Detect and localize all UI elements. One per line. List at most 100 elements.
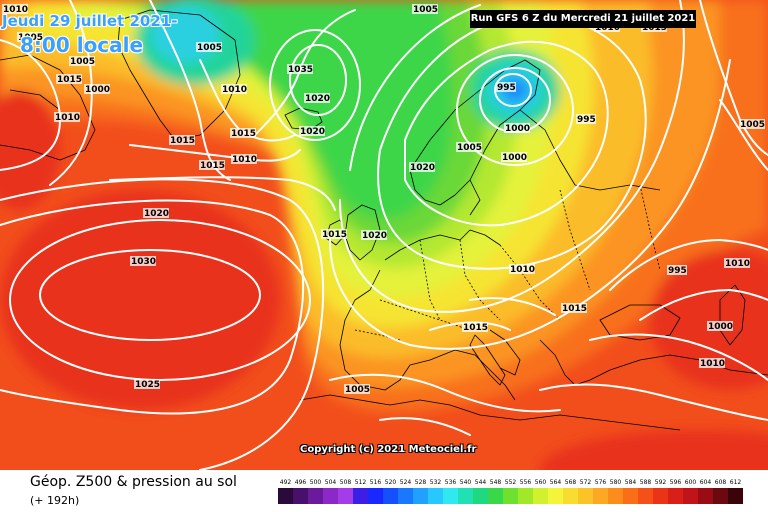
isobar-label: 1010: [725, 259, 750, 269]
legend-color-swatch: [368, 488, 383, 504]
isobar-label-bg: [361, 230, 387, 240]
legend-color-swatch: [473, 488, 488, 504]
legend-color-swatch: [548, 488, 563, 504]
isobar-label: 1020: [362, 231, 387, 241]
legend-color-swatch: [443, 488, 458, 504]
legend-level-label: 524: [400, 479, 412, 486]
legend-level-label: 604: [700, 479, 712, 486]
forecast-time: 8:00 locale: [20, 33, 144, 57]
isobar-label-bg: [134, 379, 160, 389]
isobar-label: 1005: [457, 143, 482, 153]
legend-color-swatch: [518, 488, 533, 504]
isobar-label: 1010: [232, 155, 257, 165]
isobar-label-bg: [667, 265, 687, 275]
legend-level-label: 536: [445, 479, 457, 486]
legend-color-swatch: [428, 488, 443, 504]
legend-level-label: 588: [640, 479, 652, 486]
isobar-label: 1015: [463, 323, 488, 333]
legend-color-swatch: [383, 488, 398, 504]
isobars: [0, 0, 768, 470]
legend-color-swatch: [623, 488, 638, 504]
isobar-label: 1010: [510, 265, 535, 275]
legend-color-swatch: [278, 488, 293, 504]
legend-color-swatch: [413, 488, 428, 504]
isobar-label-bg: [304, 93, 330, 103]
isobar-label: 1010: [55, 113, 80, 123]
isobar-label: 1015: [642, 23, 667, 33]
isobar-label-bg: [344, 384, 370, 394]
isobar-label: 1010: [700, 359, 725, 369]
isobar-label-bg: [221, 84, 247, 94]
isobar-label-bg: [130, 256, 156, 266]
forecast-date: Jeudi 29 juillet 2021-: [2, 12, 178, 30]
isobar-label: 1020: [300, 127, 325, 137]
legend-level-label: 592: [655, 479, 667, 486]
isobar-label: 1005: [18, 33, 43, 43]
legend-level-label: 612: [730, 479, 742, 486]
legend-level-label: 496: [295, 479, 307, 486]
isobar-label-bg: [169, 135, 195, 145]
legend-level-label: 564: [550, 479, 562, 486]
legend-level-label: 492: [280, 479, 292, 486]
legend-color-swatch: [653, 488, 668, 504]
isobar-label-bg: [69, 56, 95, 66]
legend-color-swatch: [503, 488, 518, 504]
legend-level-label: 532: [430, 479, 442, 486]
isobar-labels: 1010 1015 1010 1015 1005 1010 1015 1010 1015 1020…: [2, 4, 765, 395]
legend-color-swatch: [668, 488, 683, 504]
legend-level-label: 576: [595, 479, 607, 486]
isobar-label: 1005: [70, 57, 95, 67]
legend-level-label: 500: [310, 479, 322, 486]
isobar-label-bg: [699, 358, 725, 368]
isobar-label: 1015: [562, 304, 587, 314]
legend-level-label: 548: [490, 479, 502, 486]
isobar-label-bg: [707, 321, 733, 331]
isobar-label: 1030: [131, 257, 156, 267]
isobar-label-bg: [561, 303, 587, 313]
legend-color-swatch: [338, 488, 353, 504]
isobar-label-bg: [409, 162, 435, 172]
isobar-label: 1020: [144, 209, 169, 219]
isobar-label: 1035: [288, 65, 313, 75]
isobar-label-bg: [576, 114, 596, 124]
legend-color-swatch: [713, 488, 728, 504]
legend-level-label: 600: [685, 479, 697, 486]
map-title: Géop. Z500 & pression au sol: [30, 474, 237, 490]
isobar-label: 1000: [85, 85, 110, 95]
legend-level-label: 608: [715, 479, 727, 486]
isobar-label-bg: [143, 208, 169, 218]
legend-level-label: 508: [340, 479, 352, 486]
isobar-label: 1000: [708, 322, 733, 332]
legend-level-label: 552: [505, 479, 517, 486]
isobar-label: 1010: [222, 85, 247, 95]
isobar-label: 1015: [170, 136, 195, 146]
legend-color-swatch: [683, 488, 698, 504]
isobar-label-bg: [54, 112, 80, 122]
legend-level-label: 572: [580, 479, 592, 486]
isobar-label-bg: [739, 119, 765, 129]
isobar-label-bg: [231, 154, 257, 164]
isobar-label: 1015: [200, 161, 225, 171]
legend-color-swatch: [293, 488, 308, 504]
legend-color-swatch: [608, 488, 623, 504]
isobar-label-bg: [230, 128, 256, 138]
isobar-label-bg: [84, 84, 110, 94]
isobar-label: 1005: [345, 385, 370, 395]
isobar-label: 1005: [740, 120, 765, 130]
isobar-label-bg: [496, 82, 516, 92]
legend-level-label: 580: [610, 479, 622, 486]
isobar-label-bg: [17, 32, 43, 42]
legend-color-swatch: [593, 488, 608, 504]
coastlines: [0, 9, 768, 431]
forecast-range: (+ 192h): [30, 494, 80, 507]
isobar-label: 995: [668, 266, 687, 276]
legend-level-label: 556: [520, 479, 532, 486]
isobar-label-bg: [462, 322, 488, 332]
legend-level-label: 528: [415, 479, 427, 486]
isobar-label-bg: [504, 123, 530, 133]
isobar-label-bg: [509, 264, 535, 274]
legend-color-swatch: [638, 488, 653, 504]
isobar-label-bg: [412, 4, 438, 14]
isobar-label: 1015: [322, 230, 347, 240]
legend-level-label: 516: [370, 479, 382, 486]
